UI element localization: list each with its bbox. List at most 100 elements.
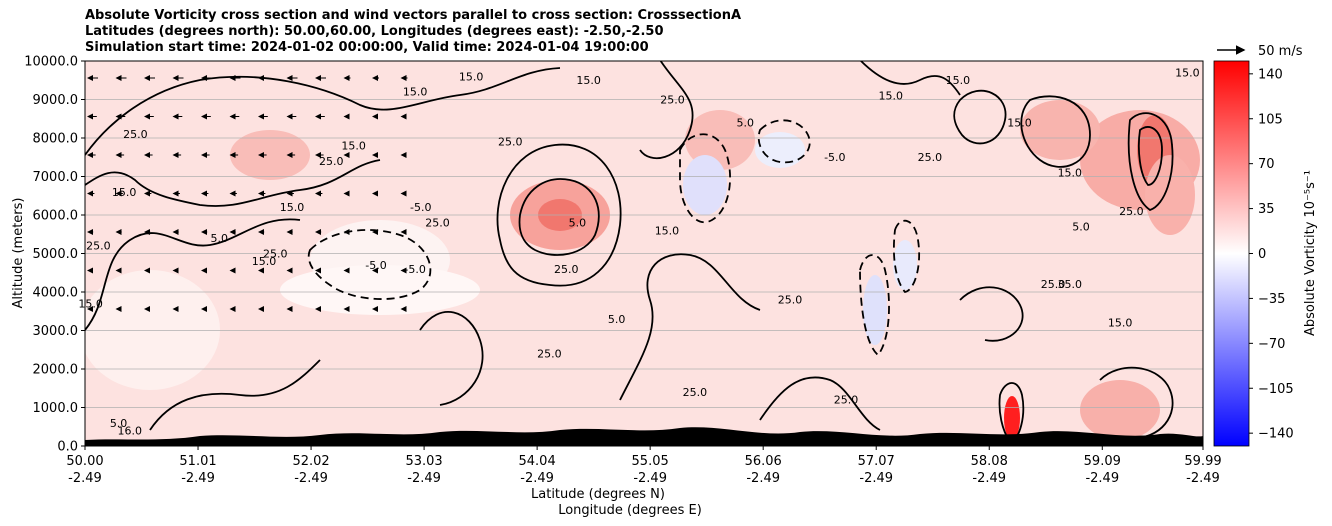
contour-label: 25.0 — [918, 151, 943, 164]
contour-label: 15.0 — [252, 255, 277, 268]
x-tick-label-lon: -2.49 — [520, 471, 554, 486]
colorbar-tick-label: −105 — [1258, 382, 1294, 397]
y-tick-label: 9000.0 — [33, 93, 79, 108]
y-tick-label: 1000.0 — [33, 401, 79, 416]
x-tick-label-lat: 57.07 — [858, 454, 895, 469]
contour-label: 15.0 — [1007, 116, 1032, 129]
contour-label: 15.0 — [341, 140, 366, 153]
contour-label: 25.0 — [683, 386, 708, 399]
contour-label: 15.0 — [403, 86, 428, 99]
y-tick-label: 4000.0 — [33, 286, 79, 301]
contour-labels: 25.015.015.025.05.016.05.015.015.025.015… — [78, 66, 1199, 437]
contour-label: -5.0 — [410, 201, 431, 214]
y-tick-label: 6000.0 — [33, 209, 79, 224]
contour-label: 25.0 — [319, 155, 344, 168]
contour-label: 15.0 — [576, 74, 601, 87]
colorbar-tick-label: 70 — [1258, 157, 1275, 172]
x-tick-label-lat: 55.05 — [632, 454, 669, 469]
contour-label: -5.0 — [365, 259, 386, 272]
x-tick-label-lon: -2.49 — [746, 471, 780, 486]
contour-label: 25.0 — [834, 394, 859, 407]
x-tick-label-lat: 59.99 — [1184, 454, 1221, 469]
terrain-mask — [85, 427, 1203, 446]
x-tick-label-lon: -2.49 — [294, 471, 328, 486]
vorticity-field — [85, 100, 1200, 440]
contour-label: 5.0 — [1072, 220, 1090, 233]
contour-label: 25.0 — [425, 217, 450, 230]
x-tick-label-lon: -2.49 — [407, 471, 441, 486]
chart-title-line-3: Simulation start time: 2024-01-02 00:00:… — [85, 40, 649, 55]
x-tick-label-lon: -2.49 — [1186, 471, 1220, 486]
colorbar-tick-label: −140 — [1258, 427, 1294, 442]
contour-label: 25.0 — [778, 294, 803, 307]
x-axis-label-longitude: Longitude (degrees E) — [558, 503, 702, 518]
x-tick-label-lat: 58.08 — [971, 454, 1008, 469]
contour-label: 5.0 — [211, 232, 229, 245]
x-tick-label-lat: 56.06 — [745, 454, 782, 469]
contour-label: 25.0 — [1119, 205, 1144, 218]
contour-label: 15.0 — [280, 201, 305, 214]
contour-label: 15.0 — [112, 186, 137, 199]
y-tick-label: 2000.0 — [33, 363, 79, 378]
chart-title-line-1: Absolute Vorticity cross section and win… — [85, 8, 742, 23]
y-tick-label: 5000.0 — [33, 247, 79, 262]
quiver-key-label: 50 m/s — [1258, 44, 1303, 59]
x-tick-label-lon: -2.49 — [972, 471, 1006, 486]
contour-label: 15.0 — [946, 74, 971, 87]
contour-label: 15.0 — [879, 90, 904, 103]
contour-label: 16.0 — [118, 424, 143, 437]
x-tick-label-lat: 53.03 — [405, 454, 442, 469]
contour-label: 5.0 — [569, 217, 587, 230]
y-tick-label: 8000.0 — [33, 132, 79, 147]
colorbar-tick-label: −70 — [1258, 337, 1285, 352]
x-tick-label-lat: 59.09 — [1084, 454, 1121, 469]
colorbar-tick-label: 140 — [1258, 67, 1283, 82]
colorbar — [1213, 60, 1250, 447]
x-tick-label-lat: 51.01 — [179, 454, 216, 469]
y-tick-label: 7000.0 — [33, 170, 79, 185]
x-tick-label-lon: -2.49 — [68, 471, 102, 486]
y-tick-label: 10000.0 — [24, 55, 78, 70]
contour-label: 25.0 — [660, 93, 685, 106]
contour-label: 25.0 — [554, 263, 579, 276]
y-axis-ticks: 0.0 1000.0 2000.0 3000.0 4000.0 5000.0 6000.0 7… — [24, 55, 85, 455]
contour-label: 15.0 — [1175, 66, 1200, 79]
contour-label: 5.0 — [110, 417, 128, 430]
x-tick-label-lon: -2.49 — [633, 471, 667, 486]
colorbar-tick-label: 0 — [1258, 247, 1266, 262]
y-tick-label: 3000.0 — [33, 324, 79, 339]
x-axis-ticks: 50.00 -2.49 51.01 -2.49 52.02 -2.49 53.03 -2.49… — [66, 446, 1222, 486]
x-axis-label-latitude: Latitude (degrees N) — [531, 487, 665, 502]
chart-title-line-2: Latitudes (degrees north): 50.00,60.00, … — [85, 24, 664, 39]
contour-label: 25.0 — [263, 247, 288, 260]
contour-label: 15.0 — [78, 297, 103, 310]
x-tick-label-lat: 52.02 — [292, 454, 329, 469]
x-tick-label-lon: -2.49 — [1085, 471, 1119, 486]
x-tick-label-lat: 50.00 — [66, 454, 103, 469]
colorbar-tick-label: −35 — [1258, 292, 1285, 307]
contour-label: 25.0 — [537, 347, 562, 360]
contour-label: 5.0 — [737, 116, 755, 129]
contour-lines — [85, 61, 1174, 444]
x-tick-label-lon: -2.49 — [181, 471, 215, 486]
colorbar-tick-label: 105 — [1258, 112, 1283, 127]
x-tick-label-lon: -2.49 — [859, 471, 893, 486]
colorbar-tick-label: 35 — [1258, 202, 1275, 217]
colorbar-label: Absolute Vorticity 10⁻⁵s⁻¹ — [1303, 170, 1318, 336]
y-tick-label: 0.0 — [57, 440, 78, 455]
x-tick-label-lat: 54.04 — [519, 454, 556, 469]
contour-label: -5.0 — [824, 151, 845, 164]
y-axis-label: Altitude (meters) — [11, 198, 26, 309]
contour-label: 25.0 — [498, 136, 523, 149]
contour-label: 5.0 — [608, 313, 626, 326]
contour-label: 15.0 — [1058, 167, 1083, 180]
colorbar-ticks: 140 105 70 35 0 −35 −70 −105 −140 — [1249, 67, 1294, 442]
contour-label: -5.0 — [404, 263, 425, 276]
wind-vectors — [87, 75, 408, 312]
contour-label: 25.0 — [86, 240, 111, 253]
contour-label: 15.0 — [1108, 317, 1133, 330]
contour-label: 25.0 — [1041, 278, 1066, 291]
contour-label: 25.0 — [123, 128, 148, 141]
contour-label: 15.0 — [459, 70, 484, 83]
